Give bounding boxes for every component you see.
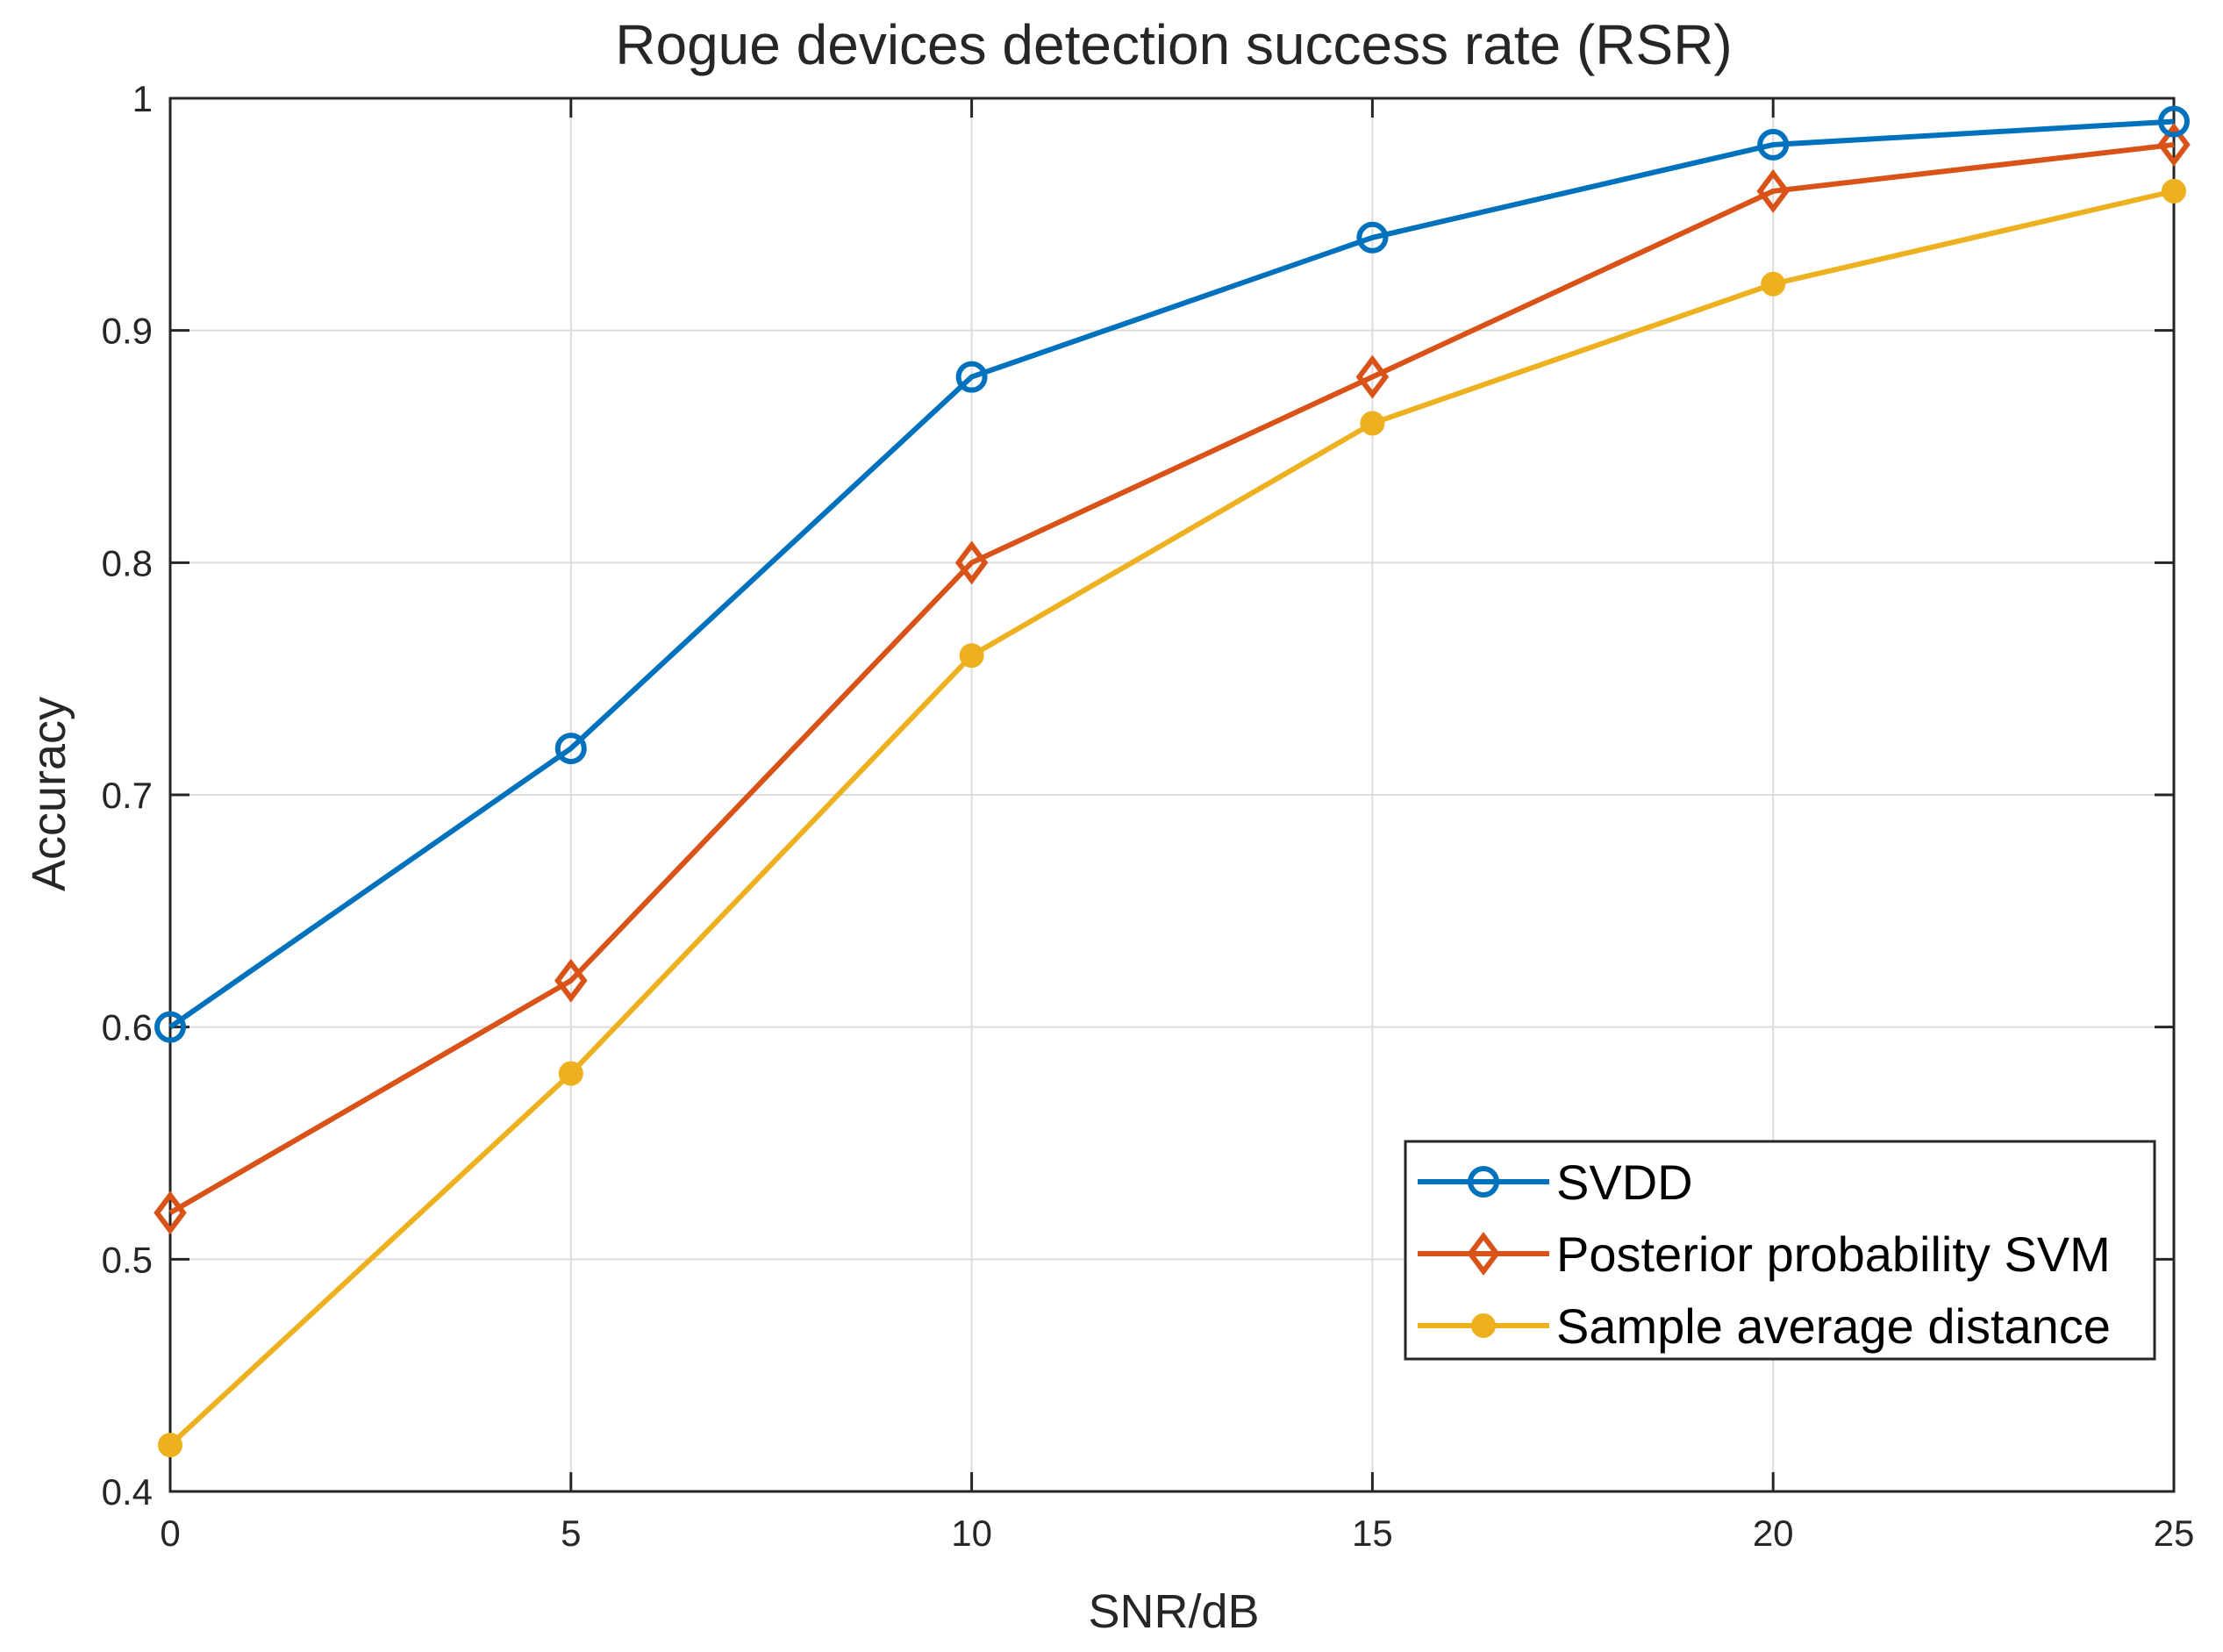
data-point	[954, 540, 989, 585]
data-point	[1360, 411, 1385, 436]
y-tick-label: 1	[132, 78, 153, 119]
data-point	[158, 1433, 182, 1458]
data-point	[554, 958, 588, 1003]
legend-item: Sample average distance	[1418, 1298, 2111, 1354]
x-tick-label: 20	[1753, 1513, 1794, 1554]
x-axis-label: SNR/dB	[1088, 1585, 1259, 1638]
legend-item: SVDD	[1418, 1155, 1693, 1210]
x-tick-label: 25	[2154, 1513, 2195, 1554]
legend-label: Sample average distance	[1556, 1298, 2111, 1354]
series-line	[168, 141, 2175, 1215]
x-tick-label: 0	[160, 1513, 180, 1554]
data-point	[2158, 105, 2190, 138]
y-tick-label: 0.6	[102, 1007, 153, 1048]
data-point	[558, 1061, 583, 1086]
data-point	[1756, 168, 1790, 213]
legend-marker	[1467, 1232, 1500, 1276]
data-point	[1355, 354, 1390, 399]
data-point	[1356, 221, 1389, 254]
y-tick-label: 0.9	[102, 311, 153, 352]
data-point	[154, 1011, 186, 1043]
axis-ticks: 0 5 10 15 20 25 0.4 0.5 0.6 0.7 0.8 0.9 1	[102, 78, 2195, 1554]
data-point	[2162, 178, 2186, 204]
x-tick-label: 5	[561, 1513, 581, 1554]
data-point	[1761, 271, 1786, 297]
y-tick-label: 0.5	[102, 1239, 153, 1280]
series-1	[154, 105, 2190, 1043]
y-tick-label: 0.4	[102, 1471, 153, 1513]
series-3	[158, 178, 2186, 1458]
data-point	[554, 733, 587, 765]
series-line	[168, 188, 2175, 1448]
data-point	[955, 361, 988, 393]
x-tick-label: 15	[1352, 1513, 1393, 1554]
data-point	[1757, 128, 1790, 161]
series-2	[154, 122, 2191, 1235]
legend-label: Posterior probability SVM	[1556, 1226, 2111, 1282]
legend-marker	[1471, 1313, 1496, 1338]
legend-item: Posterior probability SVM	[1418, 1226, 2111, 1282]
legend: SVDD Posterior probability SVM Sample aver…	[1404, 1140, 2156, 1361]
chart-title: Rogue devices detection success rate (RS…	[615, 13, 1732, 76]
y-tick-label: 0.7	[102, 775, 153, 816]
data-point	[2157, 122, 2191, 167]
legend-box	[1404, 1140, 2156, 1361]
y-tick-label: 0.8	[102, 542, 153, 583]
x-tick-label: 10	[951, 1513, 992, 1554]
legend-label: SVDD	[1556, 1155, 1693, 1210]
y-axis-label: Accuracy	[23, 697, 75, 891]
data-point	[154, 1191, 187, 1235]
data-point	[959, 643, 984, 669]
series-line	[168, 118, 2175, 1030]
data-series	[154, 105, 2191, 1458]
legend-marker	[1468, 1166, 1499, 1198]
